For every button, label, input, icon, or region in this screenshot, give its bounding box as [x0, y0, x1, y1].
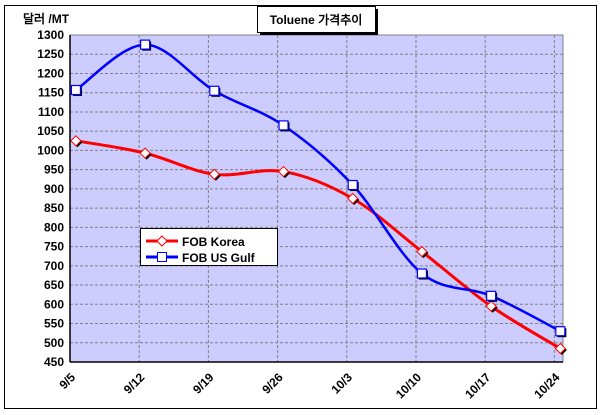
data-point [70, 135, 82, 147]
legend: FOB Korea FOB US Gulf [140, 228, 278, 266]
y-tick-label: 1050 [37, 124, 64, 138]
y-tick-label: 1200 [37, 66, 64, 80]
data-point [554, 342, 567, 355]
data-point [416, 268, 428, 279]
legend-label: FOB US Gulf [182, 251, 256, 265]
data-point [209, 85, 220, 96]
plot-area [69, 34, 564, 363]
y-tick-label: 550 [44, 317, 64, 331]
grid [70, 35, 563, 362]
y-tick-label: 700 [44, 259, 64, 273]
series-fob-korea [70, 135, 567, 356]
y-tick-label: 1100 [38, 105, 64, 119]
legend-label: FOB Korea [182, 235, 245, 249]
y-tick-label: 750 [44, 240, 64, 254]
y-axis-label: 달러 /MT [23, 11, 70, 26]
data-point [140, 39, 151, 50]
y-tick-label: 600 [44, 297, 64, 311]
title-box [257, 6, 376, 33]
data-point [278, 120, 289, 131]
y-tick-labels: 450 500 550 600 650 700 750 800 850 900 950 1000 105… [37, 28, 64, 369]
data-point [347, 192, 359, 205]
y-tick-label: 900 [44, 182, 64, 196]
y-tick-label: 450 [44, 355, 64, 369]
data-point [555, 326, 566, 337]
data-point [416, 245, 428, 258]
y-tick-label: 1300 [37, 28, 64, 42]
y-tick-label: 1000 [37, 143, 64, 157]
data-point [486, 290, 497, 301]
data-point [139, 147, 151, 159]
data-point [485, 300, 497, 312]
legend-marker-square [157, 252, 167, 262]
y-tick-label: 950 [44, 163, 64, 177]
y-tick-label: 500 [44, 336, 64, 350]
data-point [70, 84, 82, 96]
chart-title: Toluene 가격추이 [270, 12, 363, 27]
legend-marker-diamond [156, 235, 168, 247]
y-tick-label: 850 [44, 201, 64, 215]
y-tick-label: 1150 [38, 86, 64, 100]
series [70, 39, 567, 356]
data-point [208, 168, 221, 180]
data-point [347, 179, 358, 191]
y-tick-label: 1250 [37, 47, 64, 61]
y-tick-label: 650 [44, 278, 64, 292]
series-fob-us-gulf [70, 39, 567, 338]
data-point [277, 165, 290, 178]
y-tick-label: 800 [44, 220, 64, 234]
